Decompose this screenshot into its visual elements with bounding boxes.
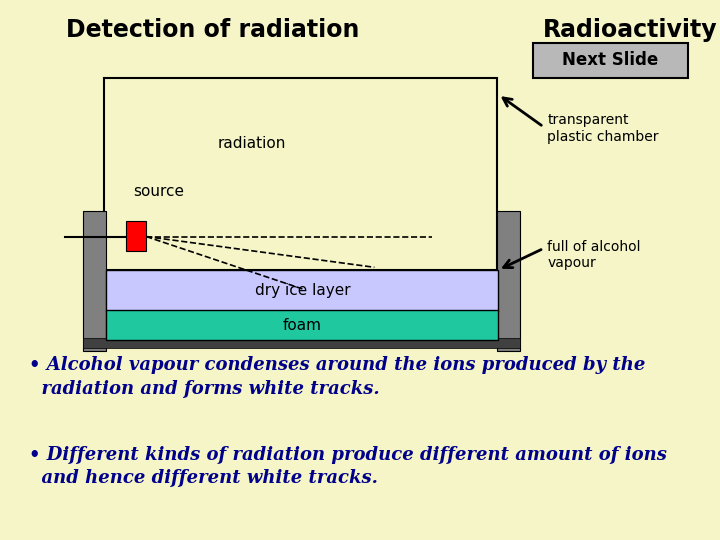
Bar bbox=[533, 43, 688, 78]
Text: • Alcohol vapour condenses around the ions produced by the
  radiation and forms: • Alcohol vapour condenses around the io… bbox=[29, 356, 645, 398]
Text: full of alcohol
vapour: full of alcohol vapour bbox=[547, 240, 641, 271]
Bar bbox=[106, 310, 498, 340]
Text: • Different kinds of radiation produce different amount of ions
  and hence diff: • Different kinds of radiation produce d… bbox=[29, 446, 667, 487]
Bar bbox=[497, 211, 520, 351]
Bar bbox=[83, 338, 520, 348]
Text: radiation: radiation bbox=[218, 136, 286, 151]
Bar bbox=[104, 78, 497, 270]
Text: Detection of radiation: Detection of radiation bbox=[66, 18, 359, 42]
Text: transparent
plastic chamber: transparent plastic chamber bbox=[547, 113, 659, 144]
Bar bbox=[106, 270, 498, 310]
Text: source: source bbox=[133, 184, 184, 199]
Text: Next Slide: Next Slide bbox=[562, 51, 658, 70]
Bar bbox=[126, 221, 146, 251]
Bar bbox=[83, 211, 106, 351]
Text: Radioactivity: Radioactivity bbox=[543, 18, 717, 42]
Text: dry ice layer: dry ice layer bbox=[255, 283, 350, 298]
Text: foam: foam bbox=[283, 318, 322, 333]
